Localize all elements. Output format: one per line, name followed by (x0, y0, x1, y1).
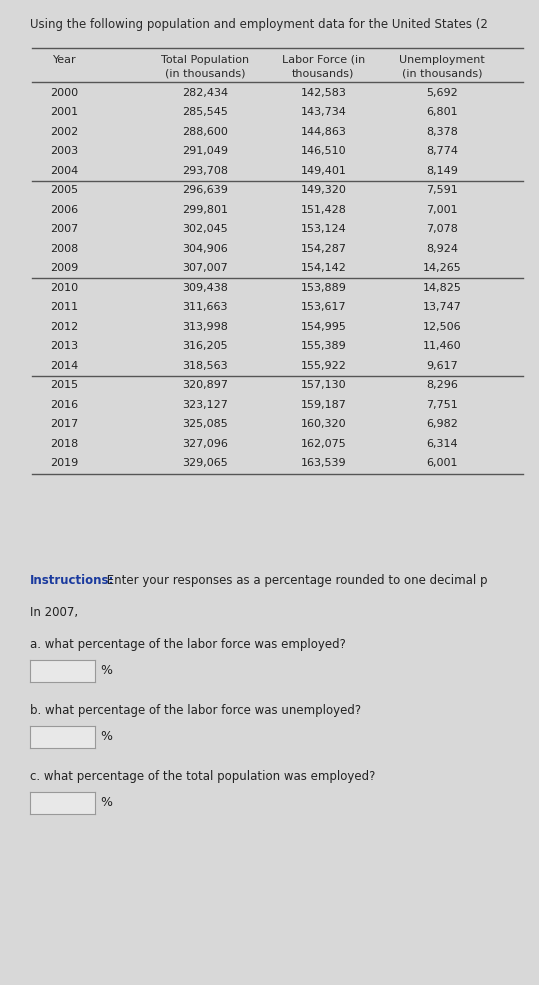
Text: 2002: 2002 (51, 127, 79, 137)
Text: 2010: 2010 (51, 283, 79, 293)
Text: 13,747: 13,747 (423, 302, 461, 312)
Text: a. what percentage of the labor force was employed?: a. what percentage of the labor force wa… (30, 638, 346, 651)
Text: 2009: 2009 (51, 263, 79, 273)
Text: 313,998: 313,998 (182, 322, 228, 332)
Text: 154,995: 154,995 (300, 322, 347, 332)
Text: 329,065: 329,065 (182, 458, 227, 468)
Text: c. what percentage of the total population was employed?: c. what percentage of the total populati… (30, 770, 375, 783)
Text: (in thousands): (in thousands) (402, 68, 482, 78)
Text: 151,428: 151,428 (300, 205, 347, 215)
Text: 311,663: 311,663 (182, 302, 227, 312)
Text: 307,007: 307,007 (182, 263, 227, 273)
Text: 2005: 2005 (51, 185, 79, 195)
Text: 14,265: 14,265 (423, 263, 461, 273)
Text: 8,378: 8,378 (426, 127, 458, 137)
Text: %: % (100, 731, 112, 744)
Text: 316,205: 316,205 (182, 341, 227, 352)
Text: 5,692: 5,692 (426, 88, 458, 98)
Text: 318,563: 318,563 (182, 361, 227, 370)
Text: b. what percentage of the labor force was unemployed?: b. what percentage of the labor force wa… (30, 704, 361, 717)
Text: 309,438: 309,438 (182, 283, 228, 293)
Text: thousands): thousands) (292, 68, 355, 78)
Text: 2013: 2013 (51, 341, 79, 352)
Text: Using the following population and employment data for the United States (2: Using the following population and emplo… (30, 18, 488, 31)
Text: 6,982: 6,982 (426, 420, 458, 429)
Text: 7,591: 7,591 (426, 185, 458, 195)
Text: 291,049: 291,049 (182, 146, 228, 157)
Text: 2007: 2007 (51, 225, 79, 234)
Text: 153,889: 153,889 (300, 283, 347, 293)
Text: %: % (100, 797, 112, 810)
Text: 304,906: 304,906 (182, 243, 227, 254)
Text: Enter your responses as a percentage rounded to one decimal p: Enter your responses as a percentage rou… (103, 574, 487, 587)
Text: 7,001: 7,001 (426, 205, 458, 215)
Text: 2012: 2012 (51, 322, 79, 332)
Text: 154,142: 154,142 (300, 263, 347, 273)
Text: 6,314: 6,314 (426, 438, 458, 449)
Text: 7,751: 7,751 (426, 400, 458, 410)
Text: 149,320: 149,320 (300, 185, 347, 195)
Text: Total Population: Total Population (161, 55, 249, 65)
Text: 2019: 2019 (51, 458, 79, 468)
Text: 320,897: 320,897 (182, 380, 228, 390)
Text: 146,510: 146,510 (301, 146, 346, 157)
Text: 154,287: 154,287 (300, 243, 347, 254)
Text: 2015: 2015 (51, 380, 79, 390)
Text: 162,075: 162,075 (301, 438, 346, 449)
Text: 153,124: 153,124 (301, 225, 346, 234)
Text: 2000: 2000 (51, 88, 79, 98)
Text: 299,801: 299,801 (182, 205, 228, 215)
Text: 285,545: 285,545 (182, 107, 228, 117)
Text: 8,774: 8,774 (426, 146, 458, 157)
Text: 2011: 2011 (51, 302, 79, 312)
Text: 8,149: 8,149 (426, 165, 458, 175)
Text: Labor Force (in: Labor Force (in (282, 55, 365, 65)
Text: 159,187: 159,187 (300, 400, 347, 410)
Text: 2014: 2014 (51, 361, 79, 370)
Text: 11,460: 11,460 (423, 341, 461, 352)
Text: 2018: 2018 (51, 438, 79, 449)
Text: 12,506: 12,506 (423, 322, 461, 332)
Text: 2001: 2001 (51, 107, 79, 117)
Text: 6,001: 6,001 (426, 458, 458, 468)
Text: 282,434: 282,434 (182, 88, 228, 98)
Text: 302,045: 302,045 (182, 225, 227, 234)
Text: 160,320: 160,320 (301, 420, 346, 429)
Text: 2017: 2017 (51, 420, 79, 429)
Text: 155,922: 155,922 (300, 361, 347, 370)
Text: 143,734: 143,734 (300, 107, 347, 117)
Text: 2016: 2016 (51, 400, 79, 410)
Text: Year: Year (53, 55, 77, 65)
Text: (in thousands): (in thousands) (164, 68, 245, 78)
Text: In 2007,: In 2007, (30, 606, 78, 619)
Text: 7,078: 7,078 (426, 225, 458, 234)
Text: 325,085: 325,085 (182, 420, 227, 429)
Text: 2008: 2008 (51, 243, 79, 254)
Text: 293,708: 293,708 (182, 165, 228, 175)
Text: %: % (100, 665, 112, 678)
Text: 327,096: 327,096 (182, 438, 228, 449)
Text: 8,296: 8,296 (426, 380, 458, 390)
Text: 2006: 2006 (51, 205, 79, 215)
Text: 157,130: 157,130 (301, 380, 346, 390)
Text: 2004: 2004 (51, 165, 79, 175)
Text: 6,801: 6,801 (426, 107, 458, 117)
Text: 155,389: 155,389 (301, 341, 346, 352)
Text: 153,617: 153,617 (301, 302, 346, 312)
Text: 323,127: 323,127 (182, 400, 228, 410)
Text: 8,924: 8,924 (426, 243, 458, 254)
Text: 163,539: 163,539 (301, 458, 346, 468)
Text: 149,401: 149,401 (300, 165, 347, 175)
Text: 2003: 2003 (51, 146, 79, 157)
Text: 296,639: 296,639 (182, 185, 228, 195)
Text: 9,617: 9,617 (426, 361, 458, 370)
Text: 14,825: 14,825 (423, 283, 461, 293)
Text: 288,600: 288,600 (182, 127, 228, 137)
Text: 144,863: 144,863 (300, 127, 347, 137)
Text: 142,583: 142,583 (300, 88, 347, 98)
Text: Unemployment: Unemployment (399, 55, 485, 65)
Text: Instructions:: Instructions: (30, 574, 114, 587)
